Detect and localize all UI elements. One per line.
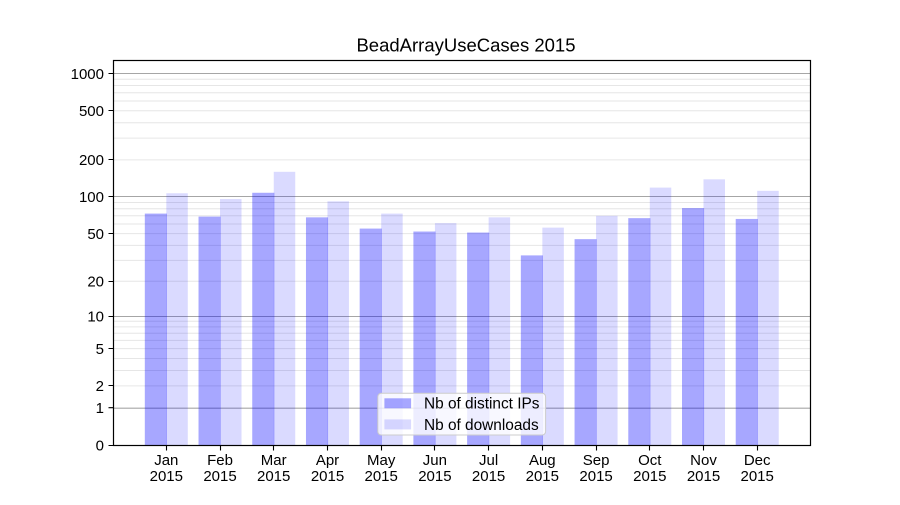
svg-text:Sep: Sep [583, 452, 610, 469]
svg-text:2015: 2015 [526, 468, 559, 485]
svg-text:0: 0 [96, 437, 104, 454]
svg-text:10: 10 [87, 308, 104, 325]
svg-text:2: 2 [96, 378, 104, 395]
svg-text:2015: 2015 [311, 468, 344, 485]
svg-text:Dec: Dec [744, 452, 771, 469]
svg-text:Jul: Jul [479, 452, 498, 469]
svg-text:2015: 2015 [633, 468, 666, 485]
svg-text:2015: 2015 [150, 468, 183, 485]
svg-text:2015: 2015 [418, 468, 451, 485]
svg-text:1000: 1000 [71, 66, 104, 83]
svg-text:50: 50 [87, 226, 104, 243]
svg-text:May: May [367, 452, 396, 469]
svg-text:Nb of distinct IPs: Nb of distinct IPs [424, 396, 540, 413]
svg-text:BeadArrayUseCases 2015: BeadArrayUseCases 2015 [356, 35, 575, 56]
svg-text:Jan: Jan [154, 452, 178, 469]
svg-text:Apr: Apr [316, 452, 339, 469]
svg-text:20: 20 [87, 274, 104, 291]
svg-text:100: 100 [79, 189, 104, 206]
svg-text:Oct: Oct [638, 452, 662, 469]
svg-text:2015: 2015 [365, 468, 398, 485]
svg-text:Feb: Feb [207, 452, 233, 469]
svg-text:2015: 2015 [687, 468, 720, 485]
svg-text:Aug: Aug [529, 452, 556, 469]
svg-text:5: 5 [96, 341, 104, 358]
svg-text:2015: 2015 [741, 468, 774, 485]
svg-text:500: 500 [79, 103, 104, 120]
svg-text:1: 1 [96, 400, 104, 417]
svg-text:Mar: Mar [261, 452, 287, 469]
svg-text:2015: 2015 [203, 468, 236, 485]
svg-text:2015: 2015 [257, 468, 290, 485]
svg-text:Jun: Jun [423, 452, 447, 469]
svg-text:Nb of downloads: Nb of downloads [424, 417, 539, 434]
svg-text:2015: 2015 [472, 468, 505, 485]
svg-text:Nov: Nov [690, 452, 717, 469]
svg-text:200: 200 [79, 152, 104, 169]
svg-text:2015: 2015 [579, 468, 612, 485]
